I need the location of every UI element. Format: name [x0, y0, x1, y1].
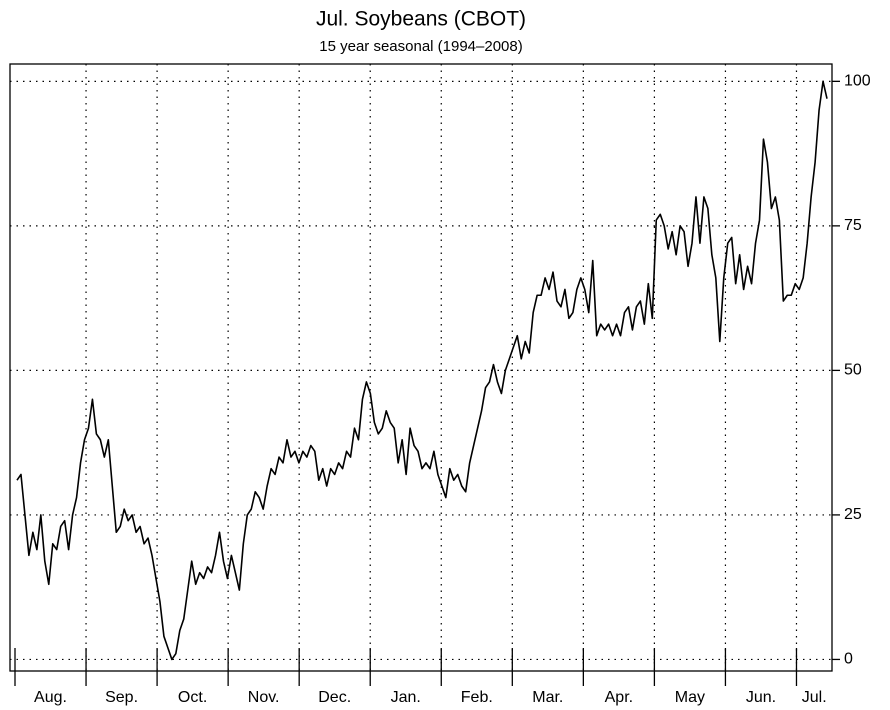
x-tick-label: Mar.: [532, 689, 563, 706]
y-tick-label: 50: [844, 362, 862, 379]
y-tick-label: 100: [844, 73, 871, 90]
chart-subtitle: 15 year seasonal (1994–2008): [319, 38, 522, 55]
plot-frame: [9, 63, 833, 672]
x-tick-label: Oct.: [178, 689, 207, 706]
x-tick-label: Sep.: [105, 689, 138, 706]
x-tick-label: Feb.: [461, 689, 493, 706]
y-tick-label: 25: [844, 506, 862, 523]
x-tick-label: Nov.: [248, 689, 280, 706]
x-tick-label: Jan.: [391, 689, 421, 706]
x-tick-label: Dec.: [318, 689, 351, 706]
chart-title: Jul. Soybeans (CBOT): [316, 8, 526, 31]
y-tick-label: 75: [844, 217, 862, 234]
x-tick-label: Aug.: [34, 689, 67, 706]
x-tick-label: May: [675, 689, 705, 706]
y-tick-label: 0: [844, 651, 853, 668]
x-tick-label: Apr.: [605, 689, 633, 706]
series-line: [16, 80, 828, 661]
x-tick-label: Jul.: [802, 689, 827, 706]
x-tick-label: Jun.: [746, 689, 776, 706]
